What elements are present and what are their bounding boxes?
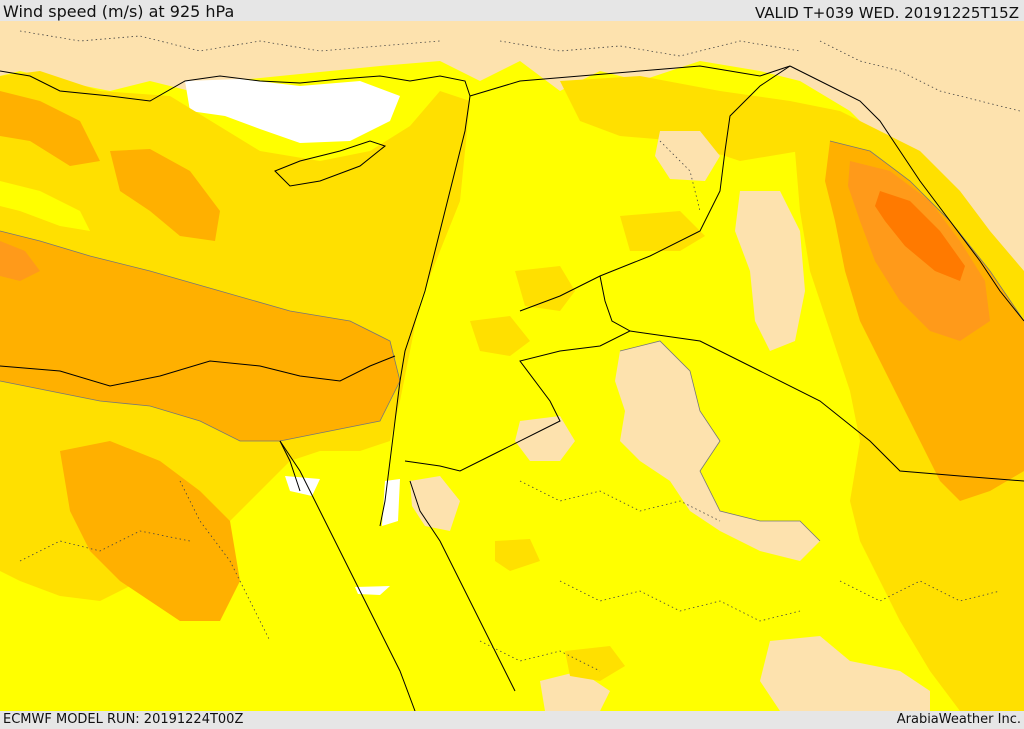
jordan-saudi-border [404, 275, 632, 472]
dotted-boundaries [19, 30, 1021, 672]
footer-bar [0, 711, 1024, 729]
contour-lines [0, 140, 1024, 542]
iraq-saudi-border [629, 330, 1024, 482]
fill-speed-low-arabia [615, 341, 820, 561]
valid-time: VALID T+039 WED. 20191225T15Z [754, 4, 1019, 22]
fill-speed-mid-arabia-1 [515, 266, 575, 311]
fill-speed-low-hejaz [410, 476, 460, 531]
gulf-suez [279, 440, 301, 492]
fill-speed-mid-arabia-3 [495, 539, 540, 571]
fill-speed-low-south [760, 636, 930, 711]
iraq-iran-border [789, 65, 1024, 322]
fill-speed-low-north [0, 21, 1024, 281]
fill-speed-highest-iraq [875, 191, 965, 281]
fill-speed-mid-levant [470, 316, 530, 356]
syria-iraq-border [519, 65, 791, 312]
turkey-coastline [0, 70, 471, 102]
borders [0, 65, 1024, 711]
contour-fills [0, 21, 1024, 711]
fill-speed-lowest-sinai [285, 476, 320, 496]
fill-speed-lowest-turkey [185, 79, 400, 143]
header-bar [0, 0, 1024, 21]
red-sea-west-coast [279, 440, 416, 711]
fill-speed-mid-arabia-2 [565, 646, 625, 681]
fill-speed-low-jordan [735, 191, 805, 351]
wind-speed-map [0, 21, 1024, 711]
fill-speed-mid-high-band [0, 231, 400, 441]
map-title: Wind speed (m/s) at 925 hPa [3, 2, 235, 21]
fill-speed-mid-high-east-med [0, 91, 100, 166]
cyprus-coastline [274, 140, 387, 187]
syria-turkey-border [469, 65, 791, 97]
fill-speed-mid-syria [560, 76, 830, 161]
fill-speed-mid-high-nile [60, 441, 240, 621]
fill-speed-low-syria-desert [655, 131, 720, 181]
egypt-coastline [0, 355, 396, 387]
fill-speed-low-nw-arabia [515, 416, 575, 461]
fill-speed-mid-low-ribbon [0, 181, 90, 231]
red-sea-east-coast [409, 480, 516, 692]
fill-speed-mid-arabia-4 [620, 211, 705, 251]
fill-speed-high-coast [0, 241, 40, 281]
levant-coastline [379, 95, 471, 527]
fill-speed-mid-high-egypt [110, 149, 220, 241]
fill-speed-lowest-redsea [355, 586, 390, 595]
fill-speed-low-sw [540, 671, 610, 711]
model-run: ECMWF MODEL RUN: 20191224T00Z [3, 712, 244, 727]
credit-label: ArabiaWeather Inc. [896, 712, 1021, 727]
